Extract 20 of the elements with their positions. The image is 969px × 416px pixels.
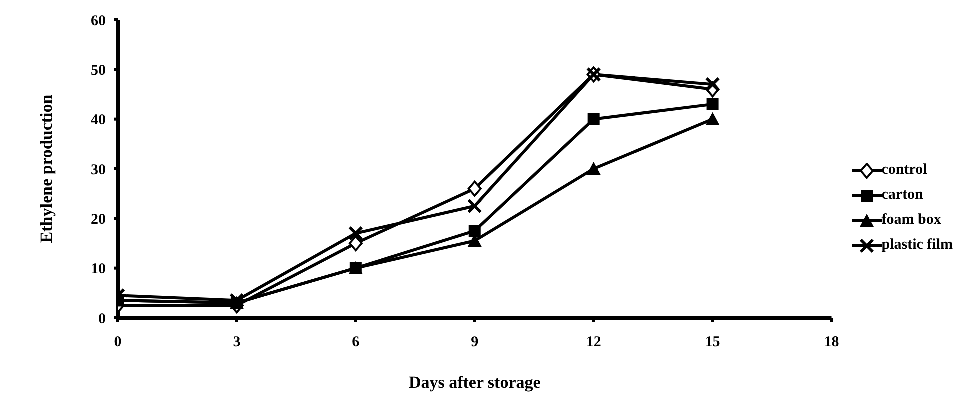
y-tick-label: 0 xyxy=(98,311,106,328)
y-tick-label: 20 xyxy=(91,212,106,228)
legend-label: plastic film xyxy=(882,237,953,254)
x-tick-label: 12 xyxy=(586,334,602,351)
legend-label: foam box xyxy=(882,212,942,229)
y-tick-label: 60 xyxy=(91,13,106,30)
y-axis-title: Ethylene production xyxy=(37,94,56,244)
x-tick-label: 9 xyxy=(471,334,479,351)
y-tick-label: 10 xyxy=(91,262,106,278)
y-tick-label: 30 xyxy=(91,162,106,178)
legend-label: carton xyxy=(882,187,924,204)
x-tick-label: 18 xyxy=(824,334,840,351)
x-tick-label: 0 xyxy=(114,334,122,351)
legend-label: control xyxy=(882,162,928,179)
x-tick-label: 6 xyxy=(352,334,360,351)
x-tick-label: 3 xyxy=(233,334,241,351)
x-axis-title: Days after storage xyxy=(408,373,542,392)
x-tick-label: 15 xyxy=(705,334,720,351)
y-tick-label: 40 xyxy=(91,112,106,129)
y-tick-label: 50 xyxy=(91,62,106,79)
